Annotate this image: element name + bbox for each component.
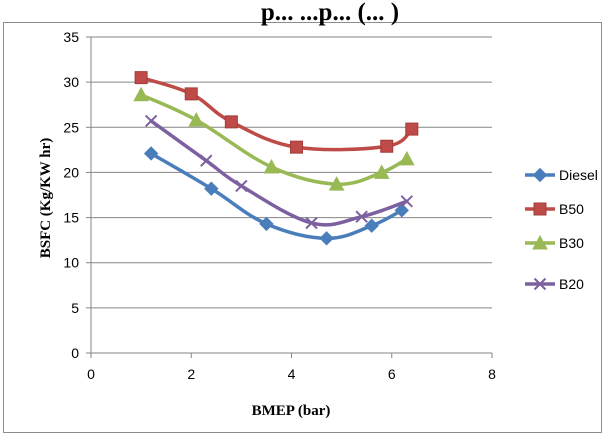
legend-item-diesel: Diesel (525, 167, 598, 183)
data-point-b50 (380, 139, 394, 153)
series-diesel (143, 146, 409, 246)
legend-marker-b30 (532, 234, 548, 250)
legend-item-b50: B50 (525, 201, 584, 217)
y-tick-label: 35 (63, 29, 79, 45)
data-point-b30 (373, 164, 390, 179)
x-tick-label: 8 (488, 366, 496, 382)
legend: Diesel B50 B30 B20 (525, 167, 598, 292)
data-point-b20 (305, 216, 318, 230)
tick-labels: 0 5 10 15 20 25 30 35 0 2 4 6 8 (63, 29, 496, 382)
data-point-b50 (134, 71, 148, 85)
data-point-b20 (400, 195, 413, 208)
x-tick-label: 6 (388, 366, 396, 382)
legend-label-b30: B30 (559, 235, 584, 251)
y-tick-label: 15 (63, 210, 79, 226)
x-marker-stroke (533, 277, 547, 291)
y-tick-label: 25 (63, 119, 79, 135)
data-point-b50 (184, 87, 198, 101)
x-marker-stroke (235, 179, 248, 193)
data-point-b20 (144, 114, 158, 128)
legend-item-b30: B30 (525, 234, 584, 251)
x-marker-stroke (144, 114, 158, 128)
series-line-b20 (149, 119, 409, 227)
y-tick-label: 5 (71, 300, 79, 316)
data-point-b30 (188, 112, 205, 127)
axes (86, 36, 493, 358)
data-point-b20 (355, 210, 368, 223)
legend-label-diesel: Diesel (559, 167, 598, 183)
y-tick-label: 10 (63, 255, 79, 271)
legend-marker-diesel (532, 167, 548, 183)
data-point-b30 (133, 86, 149, 102)
x-marker-stroke (400, 195, 413, 208)
legend-item-b20: B20 (525, 276, 584, 292)
legend-label-b50: B50 (559, 201, 584, 217)
x-tick-label: 2 (187, 366, 195, 382)
data-point-diesel (259, 216, 274, 232)
series-b20 (144, 114, 413, 230)
x-tick-label: 4 (288, 366, 296, 382)
data-point-diesel (394, 203, 409, 218)
data-point-b20 (200, 154, 213, 167)
x-axis-title: BMEP (bar) (252, 403, 331, 419)
chart-title: p... ...p... (... ) (261, 0, 399, 26)
data-point-b20 (235, 179, 248, 193)
title-band (0, 0, 606, 20)
series-layer (133, 71, 419, 246)
x-marker-stroke (200, 154, 213, 167)
series-b50 (134, 71, 419, 154)
data-point-b30 (398, 150, 415, 166)
data-point-diesel (143, 146, 159, 161)
data-point-b30 (328, 176, 345, 191)
y-tick-label: 20 (63, 164, 79, 180)
y-tick-label: 0 (71, 345, 79, 361)
y-tick-label: 30 (63, 74, 79, 90)
chart-border (3, 22, 602, 433)
data-point-b50 (405, 122, 419, 136)
data-point-b50 (290, 140, 304, 154)
data-point-diesel (204, 181, 219, 196)
x-tick-label: 0 (87, 366, 95, 382)
series-b30 (133, 86, 415, 191)
data-point-b50 (224, 115, 238, 129)
y-axis-title: BSFC (Kg/KW hr) (38, 138, 54, 259)
data-point-diesel (364, 218, 379, 233)
legend-label-b20: B20 (559, 276, 584, 292)
legend-marker-b20 (533, 277, 547, 291)
data-point-b30 (263, 158, 280, 174)
x-marker-stroke (355, 210, 368, 223)
x-marker-stroke (305, 216, 318, 230)
legend-marker-b50 (533, 202, 547, 216)
data-point-diesel (319, 231, 334, 246)
